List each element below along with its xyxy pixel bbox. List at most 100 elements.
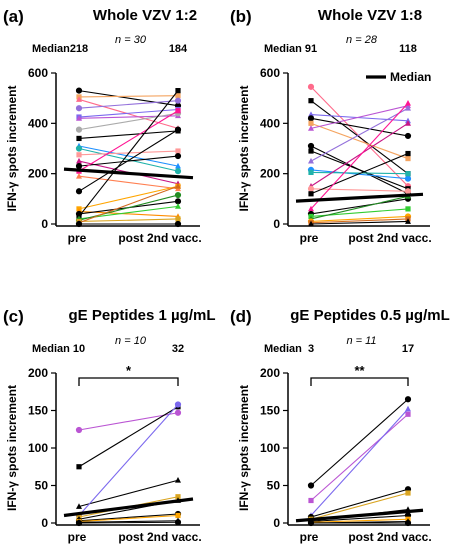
data-point	[75, 519, 83, 527]
panel-label: (c)	[3, 307, 24, 326]
data-point	[307, 185, 315, 192]
data-point	[308, 157, 314, 164]
n-label: n = 28	[346, 34, 378, 46]
panel-label: (a)	[3, 7, 24, 26]
series-line	[78, 194, 179, 221]
data-point	[307, 115, 315, 122]
data-point	[308, 120, 314, 126]
series-line	[78, 185, 179, 210]
data-point	[405, 100, 411, 106]
series-line	[310, 105, 409, 129]
significance-marker: **	[354, 363, 365, 378]
chart-title: gE Peptides 1 µg/mL	[68, 307, 215, 324]
data-point	[75, 145, 83, 152]
y-tick-label: 400	[260, 116, 280, 130]
median-header: Median	[32, 43, 70, 55]
data-point	[308, 497, 314, 504]
median-post-value: 118	[399, 43, 417, 55]
y-tick-label: 50	[35, 479, 49, 493]
data-point	[308, 205, 314, 212]
series-line	[78, 110, 179, 172]
y-tick-label: 150	[260, 404, 280, 418]
data-point	[75, 105, 83, 112]
series-line	[310, 215, 409, 223]
median-line	[63, 497, 194, 518]
series-line	[78, 406, 179, 468]
data-point	[404, 396, 412, 403]
series-line	[310, 107, 409, 162]
data-point	[76, 503, 82, 509]
y-axis-label: IFN-γ spots increment	[237, 385, 251, 511]
series-line	[78, 145, 179, 167]
x-category-label: post 2nd vacc.	[348, 231, 431, 245]
data-point	[308, 220, 314, 227]
series-line	[310, 188, 409, 192]
series-line	[78, 513, 179, 522]
y-tick-label: 400	[28, 116, 48, 130]
data-point	[405, 155, 411, 162]
data-point	[405, 490, 411, 496]
data-point	[308, 125, 314, 131]
data-point	[405, 171, 411, 177]
series-line	[310, 398, 409, 486]
data-point	[75, 126, 83, 133]
series-line	[78, 90, 179, 217]
significance-bracket	[78, 377, 179, 386]
series-line	[310, 492, 409, 520]
series-line	[78, 521, 179, 524]
series-line	[310, 122, 409, 160]
series-line	[78, 520, 179, 523]
chart-title: Whole VZV 1:8	[318, 7, 422, 24]
data-point	[404, 175, 412, 182]
data-point	[75, 87, 83, 94]
significance-bracket	[310, 377, 409, 386]
series-line	[310, 195, 409, 220]
median-line	[295, 192, 424, 203]
n-label: n = 10	[115, 335, 147, 347]
y-tick-label: 100	[260, 441, 280, 455]
x-category-label: pre	[68, 530, 87, 544]
series-line	[78, 100, 179, 109]
series-line	[310, 514, 409, 523]
data-point	[308, 98, 314, 104]
data-point	[76, 135, 82, 142]
median-line	[295, 508, 424, 523]
significance-marker: *	[126, 363, 132, 378]
data-point	[308, 148, 314, 154]
data-point	[307, 142, 315, 150]
series-line	[78, 130, 179, 139]
data-point	[174, 220, 182, 228]
series-line	[310, 150, 409, 190]
data-point	[175, 108, 181, 114]
series-line	[310, 153, 409, 195]
chart-title: gE Peptides 0.5 µg/mL	[290, 307, 450, 324]
median-pre-value: 3	[308, 343, 314, 355]
x-category-label: pre	[300, 530, 319, 544]
data-point	[175, 512, 181, 519]
series-line	[78, 98, 179, 129]
data-point	[76, 96, 82, 102]
panel-a: (a) Whole VZV 1:2 n = 30 Median 218 184 0 200 40…	[3, 7, 202, 245]
series-line	[78, 175, 179, 190]
data-point	[174, 97, 182, 104]
data-point	[308, 169, 314, 176]
series-line	[78, 90, 179, 107]
y-tick-label: 50	[267, 479, 281, 493]
data-point	[405, 411, 411, 417]
n-label: n = 11	[346, 335, 376, 347]
data-point	[174, 126, 182, 133]
data-point	[175, 183, 181, 189]
data-point	[175, 477, 181, 483]
data-point	[174, 519, 182, 526]
data-point	[175, 494, 181, 500]
data-point	[175, 216, 181, 222]
data-point	[76, 115, 82, 121]
data-point	[75, 220, 83, 228]
y-tick-label: 600	[260, 66, 280, 80]
data-point	[76, 157, 82, 164]
x-category-label: post 2nd vacc.	[118, 231, 201, 245]
data-point	[175, 88, 181, 94]
data-point	[174, 191, 182, 199]
data-point	[405, 150, 411, 157]
median-pre-value: 91	[305, 43, 317, 55]
